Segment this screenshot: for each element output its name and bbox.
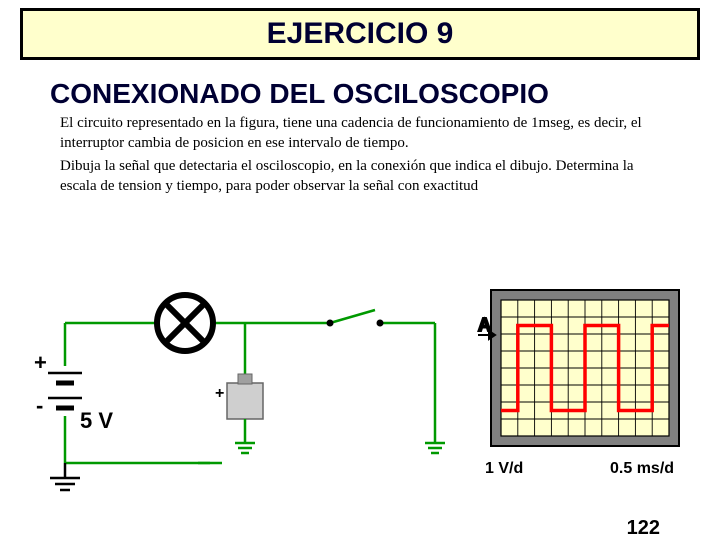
figure-area: + - 5 V + A 1 V/d 0.5 ms/d — [0, 288, 720, 518]
lamp-icon — [157, 295, 213, 351]
battery-symbol — [48, 373, 82, 408]
subtitle: CONEXIONADO DEL OSCILOSCOPIO — [50, 78, 720, 110]
paragraph-2: Dibuja la señal que detectaria el oscilo… — [60, 157, 660, 196]
page-number: 122 — [627, 517, 660, 540]
voltage-label: 5 V — [80, 408, 113, 433]
header-box: EJERCICIO 9 — [20, 8, 700, 60]
exercise-title: EJERCICIO 9 — [23, 17, 697, 51]
circuit-diagram: + - 5 V + — [20, 288, 450, 498]
x-scale-label: 0.5 ms/d — [610, 460, 674, 477]
battery-minus: - — [36, 393, 43, 418]
oscilloscope-screen: A 1 V/d 0.5 ms/d — [475, 288, 700, 498]
battery-plus: + — [34, 350, 47, 375]
probe-plus: + — [215, 385, 224, 402]
y-scale-label: 1 V/d — [485, 460, 523, 477]
paragraph-1: El circuito representado en la figura, t… — [60, 114, 660, 153]
